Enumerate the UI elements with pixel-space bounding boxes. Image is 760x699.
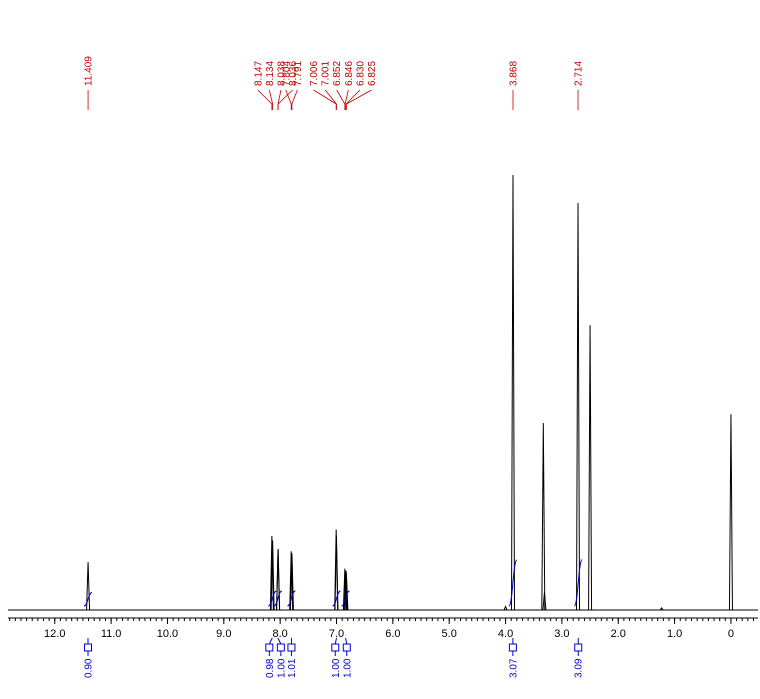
x-tick-label: 3.0	[554, 628, 569, 640]
peak	[269, 536, 274, 611]
integral-label: 1.00	[331, 658, 342, 678]
integral-curve	[341, 590, 350, 607]
x-tick-label: 8.0	[273, 628, 288, 640]
peak-label: 3.868	[508, 61, 519, 86]
peak	[728, 414, 733, 611]
peak-label: 8.036	[288, 61, 299, 86]
integral-tick	[268, 637, 273, 645]
peak	[576, 202, 581, 611]
x-tick-label: 11.0	[101, 628, 122, 640]
integral-tick	[277, 637, 282, 645]
peak	[588, 325, 593, 611]
integral-box	[331, 643, 340, 652]
integral-curve	[573, 559, 583, 607]
peak-label: 8.147	[253, 61, 264, 86]
peak-label: 8.134	[265, 61, 276, 86]
integral-label: 1.00	[342, 658, 353, 678]
integral-box	[84, 643, 93, 652]
x-tick-label: 0	[728, 628, 734, 640]
peak	[270, 540, 275, 611]
peak-label: 8.038	[276, 61, 287, 86]
peak	[542, 592, 547, 611]
x-tick-label: 1.0	[667, 628, 682, 640]
integral-tick	[334, 637, 338, 645]
integral-curve	[83, 592, 93, 607]
peak	[86, 562, 91, 611]
peak-label: 6.825	[367, 61, 378, 86]
peak-label: 7.791	[293, 61, 304, 86]
peak	[503, 605, 508, 611]
peak-label: 7.001	[321, 61, 332, 86]
integral-curve	[268, 590, 277, 607]
integral-label: 3.09	[574, 658, 585, 678]
peak-label-leader	[345, 89, 372, 110]
integral-box	[342, 643, 351, 652]
peak	[289, 553, 294, 611]
integral-label: 0.98	[265, 658, 276, 678]
peak-label-leader	[336, 89, 346, 110]
peak	[276, 549, 281, 611]
peak	[289, 551, 294, 611]
integral-box	[508, 643, 517, 652]
integral-box	[287, 643, 296, 652]
peak	[659, 606, 664, 611]
peak-label: 6.846	[344, 61, 355, 86]
x-tick-label: 2.0	[611, 628, 626, 640]
x-tick-label: 10.0	[157, 628, 178, 640]
peak	[334, 536, 339, 611]
x-tick-label: 5.0	[442, 628, 457, 640]
peak-label: 2.714	[574, 61, 585, 86]
x-tick-label: 6.0	[385, 628, 400, 640]
peak-label-leader	[324, 89, 337, 110]
integral-box	[276, 643, 285, 652]
integral-label: 0.90	[84, 658, 95, 678]
peak-label-leader	[344, 89, 349, 110]
peak-label-leader	[268, 89, 274, 110]
peak-label: 6.830	[355, 61, 366, 86]
integral-curve	[273, 590, 283, 607]
integral-curve	[287, 590, 296, 607]
peak-label: 7.804	[281, 61, 292, 86]
x-tick-label: 4.0	[498, 628, 513, 640]
integral-tick	[345, 637, 348, 645]
peak-label-leader	[291, 89, 298, 110]
x-tick-label: 12.0	[44, 628, 65, 640]
x-tick-label: 9.0	[216, 628, 231, 640]
integral-label: 1.01	[287, 658, 298, 678]
integral-box	[574, 643, 583, 652]
integral-label: 3.07	[508, 658, 519, 678]
peak-label-leader	[285, 89, 292, 110]
x-tick-label: 7.0	[329, 628, 344, 640]
integral-curve	[332, 590, 341, 607]
integral-box	[265, 643, 274, 652]
peak-label-leader	[257, 89, 273, 110]
integral-curve	[508, 559, 518, 607]
peak-label: 6.852	[332, 61, 343, 86]
integral-label: 1.00	[276, 658, 287, 678]
peak	[510, 174, 515, 611]
peak-label: 11.409	[84, 56, 95, 86]
peak	[541, 422, 546, 611]
peak-label: 7.006	[309, 61, 320, 86]
